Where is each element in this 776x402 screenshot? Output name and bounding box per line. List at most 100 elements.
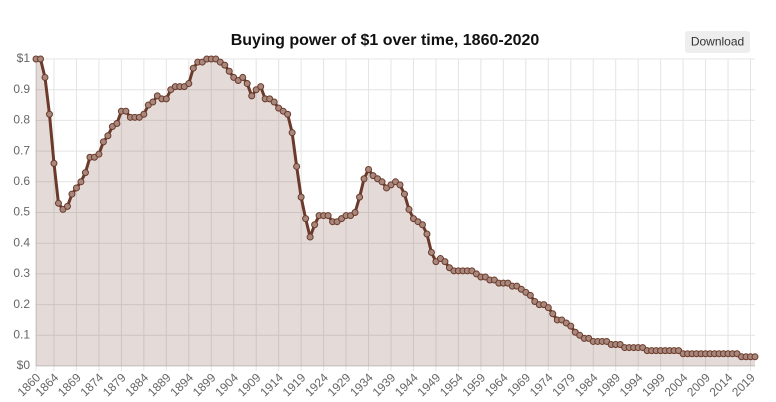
y-tick-label: 0.1 — [13, 327, 30, 341]
point — [360, 175, 368, 183]
point — [270, 98, 278, 106]
x-tick-label: 2019 — [729, 370, 758, 399]
x-tick-label: 1889 — [145, 370, 174, 399]
y-tick-label: 0.2 — [13, 297, 30, 311]
point — [378, 178, 386, 186]
y-tick-label: 0.5 — [13, 205, 30, 219]
x-tick-label: 1979 — [549, 370, 578, 399]
y-tick-label: $0 — [17, 358, 31, 372]
point — [225, 67, 233, 75]
point — [239, 73, 247, 81]
download-button[interactable]: Download — [685, 31, 750, 53]
point — [248, 92, 256, 100]
x-tick-label: 1899 — [190, 370, 219, 399]
point — [41, 73, 49, 81]
y-tick-label: $1 — [17, 51, 31, 65]
download-button-bg[interactable] — [685, 31, 750, 53]
y-tick-label: 0.7 — [13, 143, 30, 157]
x-tick-label: 1954 — [437, 370, 466, 399]
x-tick-label: 1904 — [212, 370, 241, 399]
point — [72, 184, 80, 192]
x-tick-label: 2004 — [662, 370, 691, 399]
point — [122, 107, 130, 115]
point — [54, 199, 62, 207]
point — [293, 162, 301, 170]
x-tick-label: 1929 — [325, 370, 354, 399]
x-tick-label: 1919 — [280, 370, 309, 399]
x-tick-label: 1959 — [459, 370, 488, 399]
point — [243, 80, 251, 88]
point — [140, 110, 148, 118]
point — [149, 98, 157, 106]
point — [567, 322, 575, 330]
point — [95, 150, 103, 158]
point — [113, 119, 121, 127]
point — [549, 310, 557, 318]
point — [418, 221, 426, 229]
point — [104, 132, 112, 140]
x-tick-label: 1884 — [122, 370, 151, 399]
x-tick-label: 1974 — [527, 370, 556, 399]
x-tick-label: 2009 — [684, 370, 713, 399]
download-label[interactable]: Download — [691, 35, 744, 49]
point — [324, 212, 332, 220]
x-tick-label: 1924 — [302, 370, 331, 399]
point — [77, 178, 85, 186]
point — [297, 193, 305, 201]
point — [257, 83, 265, 91]
x-tick-label: 1879 — [100, 370, 129, 399]
y-tick-label: 0.9 — [13, 82, 30, 96]
point — [99, 138, 107, 146]
x-tick-label: 1914 — [257, 370, 286, 399]
point — [423, 230, 431, 238]
point — [36, 55, 44, 63]
y-tick-label: 0.6 — [13, 174, 30, 188]
point — [356, 193, 364, 201]
y-tick-label: 0.4 — [13, 235, 30, 249]
y-tick-label: 0.8 — [13, 113, 30, 127]
x-tick-label: 1909 — [235, 370, 264, 399]
area — [36, 59, 755, 366]
point — [288, 129, 296, 137]
x-tick-label: 2014 — [707, 370, 736, 399]
chart-title: Buying power of $1 over time, 1860-2020 — [231, 32, 540, 49]
point — [50, 159, 58, 167]
point — [427, 248, 435, 256]
point — [162, 95, 170, 103]
point — [306, 233, 314, 241]
point — [441, 258, 449, 266]
point — [185, 80, 193, 88]
point — [544, 304, 552, 312]
x-tick-label: 1994 — [617, 370, 646, 399]
point — [751, 353, 759, 361]
x-tick-label: 1874 — [77, 370, 106, 399]
point — [405, 205, 413, 213]
y-tick-label: 0.3 — [13, 266, 30, 280]
x-tick-label: 1944 — [392, 370, 421, 399]
point — [400, 190, 408, 198]
x-tick-label: 1869 — [55, 370, 84, 399]
point — [396, 181, 404, 189]
x-tick-label: 1989 — [594, 370, 623, 399]
x-tick-label: 1894 — [167, 370, 196, 399]
x-tick-label: 1999 — [639, 370, 668, 399]
point — [221, 61, 229, 69]
point — [189, 64, 197, 72]
point — [311, 221, 319, 229]
point — [302, 215, 310, 223]
x-tick-label: 1949 — [415, 370, 444, 399]
x-tick-label: 1939 — [370, 370, 399, 399]
point — [526, 291, 534, 299]
point — [284, 110, 292, 118]
point — [365, 166, 373, 174]
x-tick-label: 1969 — [504, 370, 533, 399]
point — [63, 202, 71, 210]
point — [81, 169, 89, 177]
point — [351, 209, 359, 216]
point — [45, 110, 53, 118]
x-tick-label: 1984 — [572, 370, 601, 399]
point — [68, 190, 76, 198]
x-tick-label: 1964 — [482, 370, 511, 399]
x-tick-label: 1934 — [347, 370, 376, 399]
